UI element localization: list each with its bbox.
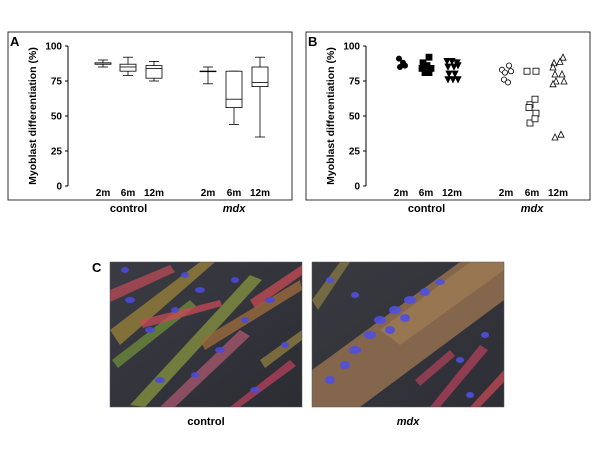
panel-label-c: C: [92, 260, 102, 275]
data-point: [504, 79, 511, 86]
data-point: [501, 69, 508, 76]
panel-a-x-tick-label: 2m: [96, 188, 111, 199]
panel-b-y-axis-title: Myoblast differentiation (%): [325, 47, 337, 185]
panel-a-y-tick-label: 25: [51, 147, 63, 158]
data-point: [401, 62, 408, 69]
panel-a-group-label-control: control: [110, 203, 147, 215]
data-point: [449, 76, 457, 84]
panel-b-y-tick-label: 75: [349, 77, 361, 88]
data-point: [443, 58, 451, 66]
data-point: [500, 76, 507, 83]
panel-a-y-axis-title: Myoblast differentiation (%): [27, 47, 39, 185]
series-mdx-6m: [523, 67, 540, 127]
panel-b-x-tick-label: 12m: [442, 188, 462, 199]
data-point: [444, 63, 452, 71]
panel-a-x-tick-label: 12m: [144, 188, 164, 199]
panel-a-y-tick-label: 0: [56, 182, 62, 193]
panel-b-x-tick-label: 2m: [499, 188, 514, 199]
data-point: [556, 57, 564, 65]
data-point: [454, 76, 462, 84]
panel-b-x-tick-label: 6m: [419, 188, 434, 199]
data-point: [445, 70, 453, 78]
data-point: [549, 63, 557, 71]
box-control-2m: [94, 59, 112, 68]
micrograph-label-control: control: [187, 416, 224, 428]
series-mdx-2m: [498, 62, 514, 86]
data-point: [425, 69, 433, 76]
data-point: [507, 68, 514, 75]
data-point: [505, 62, 512, 69]
data-point: [448, 58, 456, 66]
panel-a-x-tick-label: 6m: [227, 188, 242, 199]
box-mdx-6m: [225, 70, 243, 125]
series-control-2m: [395, 55, 408, 71]
series-control-12m: [443, 58, 462, 84]
data-point: [532, 67, 540, 75]
panel-b-y-tick-label: 100: [343, 42, 360, 53]
panel-b-x-tick-label: 6m: [525, 188, 540, 199]
panel-b-y-tick-label: 0: [354, 182, 360, 193]
panel-label-a: A: [10, 34, 20, 49]
data-point: [525, 104, 533, 111]
panel-a-x-tick-label: 12m: [250, 188, 270, 199]
data-point: [551, 70, 559, 78]
panel-b-y-tick-label: 50: [349, 112, 361, 123]
data-point: [523, 67, 531, 75]
box-body: [251, 66, 269, 88]
panel-b-frame: [305, 31, 591, 201]
panel-label-b: B: [308, 34, 317, 49]
data-point: [396, 64, 403, 71]
data-point: [532, 109, 540, 117]
data-point: [454, 62, 462, 70]
data-point: [557, 130, 565, 138]
data-point: [550, 58, 558, 67]
panel-a-x-tick-label: 2m: [201, 188, 216, 199]
box-body: [145, 65, 163, 79]
panel-a-group-label-mdx: mdx: [223, 203, 247, 215]
micrograph-label-mdx: mdx: [397, 416, 421, 428]
micrograph-mdx: [311, 261, 505, 408]
panel-b-y-tick-label: 25: [349, 147, 361, 158]
panel-a-x-tick-label: 6m: [121, 188, 136, 199]
panel-a-y-tick-label: 50: [51, 112, 63, 123]
data-point: [531, 95, 539, 103]
data-point: [559, 53, 567, 61]
panel-b-x-tick-label: 2m: [394, 188, 409, 199]
panel-a-boxplot: 0 25 50 75 100 Myoblast differentiation (%) 2m…: [27, 42, 270, 216]
panel-b-group-label-mdx: mdx: [521, 203, 545, 215]
panel-b-group-label-control: control: [408, 203, 445, 215]
panel-b-scatterplot: 0 25 50 75 100 Myoblast differentiation (%) 2m…: [325, 42, 568, 216]
box-control-6m: [119, 56, 137, 76]
box-mdx-2m: [199, 66, 217, 85]
panel-a-y-tick-label: 100: [45, 42, 62, 53]
data-point: [450, 63, 458, 71]
data-point: [425, 53, 433, 61]
data-point: [526, 119, 534, 127]
data-point: [549, 79, 557, 88]
series-control-6m: [418, 53, 435, 76]
data-point: [558, 70, 566, 78]
data-point: [531, 115, 539, 123]
panel-a-frame: [7, 31, 293, 201]
box-mdx-12m: [251, 56, 269, 138]
data-point: [395, 55, 402, 62]
data-point: [451, 70, 459, 78]
data-point: [551, 133, 559, 141]
data-point: [552, 77, 560, 85]
series-mdx-12m: [549, 53, 568, 141]
panel-a-y-tick-label: 75: [51, 77, 63, 88]
data-point: [444, 76, 452, 84]
box-body: [225, 70, 243, 108]
box-control-12m: [145, 61, 163, 82]
micrograph-control: [109, 261, 303, 408]
box-body: [119, 63, 137, 72]
data-point: [560, 77, 568, 85]
panel-b-x-tick-label: 12m: [548, 188, 568, 199]
